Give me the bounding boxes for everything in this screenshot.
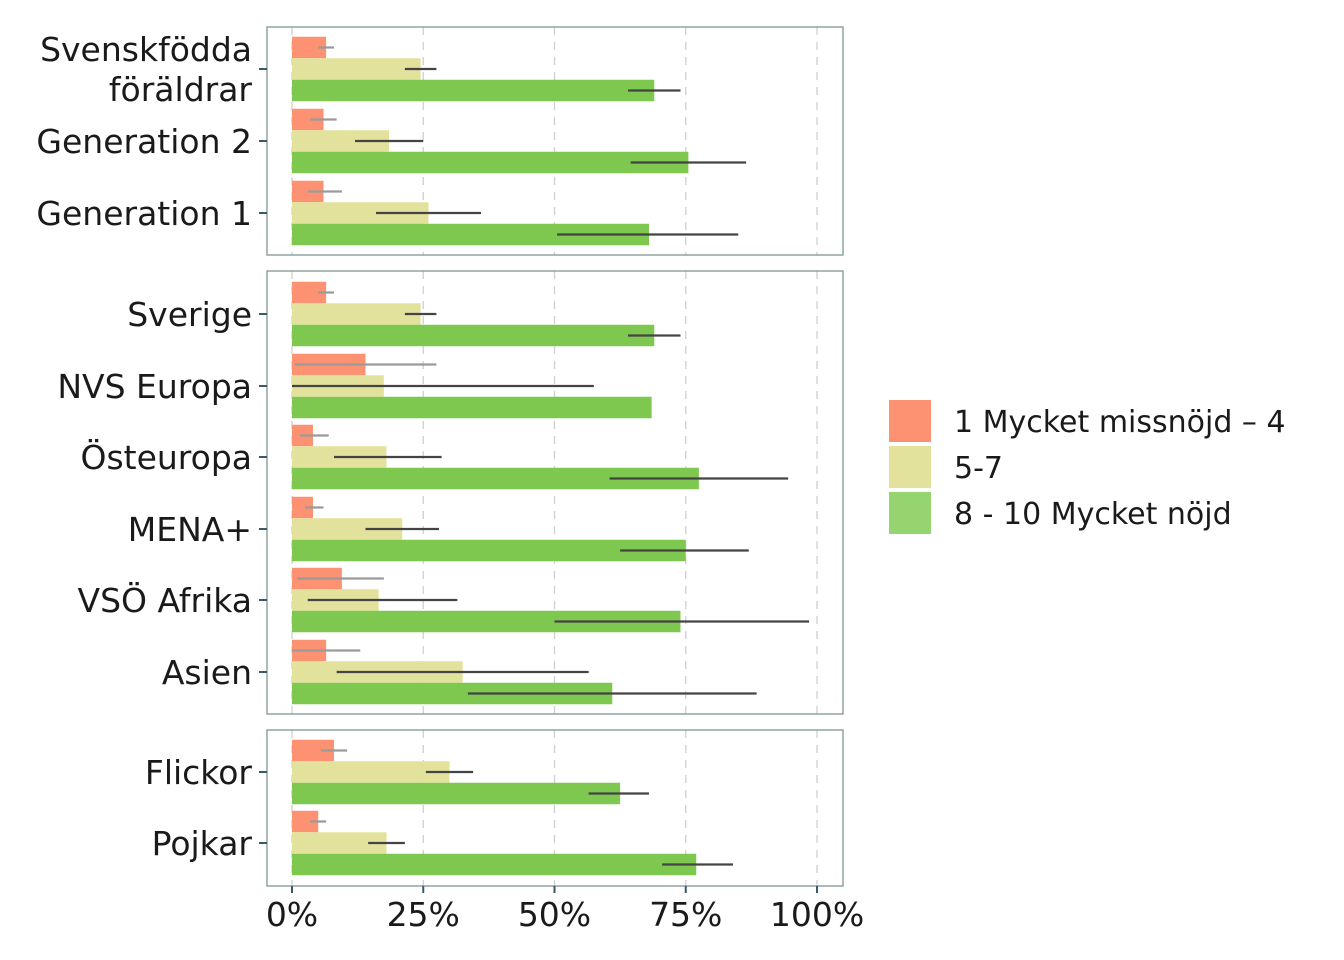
bar-3-2-series-2	[292, 832, 387, 854]
category-label-2-4: MENA+	[128, 510, 252, 549]
legend: 1 Mycket missnöjd – 4 5-7 8 - 10 Mycket nö…	[889, 400, 1286, 534]
legend-label-3: 8 - 10 Mycket nöjd	[954, 497, 1232, 532]
bar-layer	[292, 36, 699, 876]
bar-1-1-series-1	[292, 36, 327, 59]
x-tick-label-0: 0%	[266, 895, 318, 934]
bar-2-3-series-3	[292, 467, 699, 490]
bar-1-1-series-2	[292, 58, 421, 80]
bar-2-5-series-3	[292, 610, 681, 633]
bar-3-1-series-1	[292, 739, 334, 762]
bar-2-6-series-3	[292, 682, 613, 705]
bar-1-1-series-3	[292, 79, 655, 102]
x-tick-label-1: 25%	[387, 895, 460, 934]
category-label-1-1-line-2: föräldrar	[109, 70, 253, 109]
legend-swatch-1	[889, 400, 931, 442]
x-tick-label-3: 75%	[649, 895, 722, 934]
bar-2-4-series-1	[292, 496, 313, 519]
bar-3-2-series-3	[292, 853, 697, 876]
category-label-2-6: Asien	[162, 653, 252, 692]
legend-swatch-3	[889, 492, 931, 534]
category-label-2-1: Sverige	[127, 295, 252, 334]
bar-1-2-series-3	[292, 151, 689, 174]
bar-2-2-series-3	[292, 396, 652, 419]
category-label-1-1-line-1: Svenskfödda	[40, 30, 252, 69]
bar-1-2-series-1	[292, 108, 324, 131]
error-bar-layer	[292, 46, 810, 866]
bar-3-2-series-1	[292, 810, 319, 833]
legend-swatch-2	[889, 446, 931, 488]
bar-3-1-series-3	[292, 782, 621, 805]
bar-2-1-series-3	[292, 324, 655, 347]
category-label-3-1: Flickor	[145, 753, 253, 792]
legend-label-1: 1 Mycket missnöjd – 4	[954, 405, 1286, 440]
category-label-2-5: VSÖ Afrika	[78, 580, 253, 620]
category-label-2-3: Östeuropa	[80, 437, 252, 477]
category-label-3-2: Pojkar	[152, 824, 253, 863]
bar-1-3-series-3	[292, 223, 649, 246]
bar-1-3-series-2	[292, 202, 429, 224]
bar-1-2-series-2	[292, 130, 390, 152]
bar-2-4-series-2	[292, 518, 403, 540]
x-axis: 0% 25% 50% 75% 100%	[259, 68, 864, 934]
x-tick-label-4: 100%	[770, 895, 864, 934]
bar-3-1-series-2	[292, 761, 450, 783]
panel-frame-2	[266, 270, 844, 715]
category-label-2-2: NVS Europa	[57, 367, 252, 406]
bar-2-1-series-2	[292, 303, 421, 325]
bar-2-1-series-1	[292, 281, 327, 304]
bar-2-4-series-3	[292, 539, 686, 562]
category-label-1-3: Generation 1	[36, 194, 252, 233]
category-label-1-2: Generation 2	[36, 122, 252, 161]
legend-label-2: 5-7	[954, 451, 1003, 486]
x-tick-label-2: 50%	[518, 895, 591, 934]
